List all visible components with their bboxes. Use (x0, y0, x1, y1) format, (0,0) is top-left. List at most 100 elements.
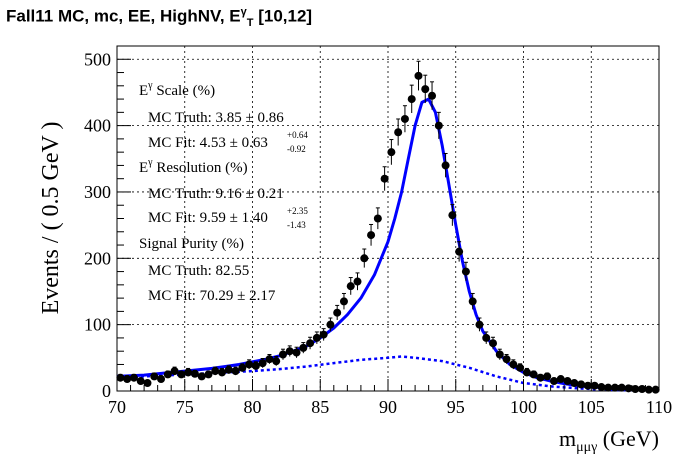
point-marker (644, 385, 653, 394)
point-marker (502, 355, 511, 364)
point-marker (150, 372, 159, 381)
data-point (617, 383, 626, 392)
point-marker (306, 339, 315, 348)
data-point (326, 317, 335, 332)
data-point (414, 60, 423, 91)
point-marker (197, 372, 206, 381)
data-point (536, 373, 545, 382)
point-marker (624, 384, 633, 393)
point-marker (448, 211, 457, 220)
data-point (238, 363, 247, 372)
data-point (448, 204, 457, 226)
point-marker (543, 372, 552, 381)
point-marker (529, 370, 538, 379)
data-point (461, 261, 470, 281)
data-point (421, 74, 430, 104)
point-marker (590, 381, 599, 390)
data-point (387, 139, 396, 165)
point-marker (339, 297, 348, 306)
data-point (367, 223, 376, 246)
res-fit: MC Fit: 9.59 ± 1.40 (148, 210, 268, 226)
point-marker (651, 385, 660, 394)
data-point (394, 118, 403, 146)
data-point (353, 272, 362, 291)
point-marker (373, 214, 382, 223)
purity-fit: MC Fit: 70.29 ± 2.17 (148, 288, 276, 304)
scale-header: Eγ Scale (%) (139, 80, 215, 99)
data-point (597, 383, 606, 392)
point-marker (509, 360, 518, 369)
res-fit-down: -1.43 (287, 220, 306, 230)
purity-header: Signal Purity (%) (139, 236, 244, 252)
point-marker (360, 254, 369, 263)
data-point (583, 381, 592, 390)
point-marker (631, 385, 640, 394)
data-point (292, 346, 301, 358)
point-marker (333, 308, 342, 317)
y-tick-label: 200 (84, 248, 111, 268)
point-marker (136, 377, 145, 386)
point-marker (238, 363, 247, 372)
data-point (143, 379, 152, 388)
point-marker (224, 365, 233, 374)
data-point (299, 342, 308, 354)
data-point (373, 207, 382, 230)
point-marker (516, 363, 525, 372)
point-marker (536, 373, 545, 382)
y-axis-label: Events / ( 0.5 GeV ) (38, 122, 64, 315)
axis-ticks (116, 58, 660, 392)
data-point (319, 328, 328, 341)
point-marker (387, 148, 396, 157)
point-marker (489, 339, 498, 348)
point-marker (455, 247, 464, 256)
point-marker (400, 114, 409, 123)
data-point (563, 377, 572, 386)
data-point (129, 373, 138, 382)
data-point (549, 377, 558, 386)
data-point (590, 381, 599, 390)
point-marker (251, 361, 260, 370)
data-point (516, 363, 525, 372)
point-marker (597, 383, 606, 392)
point-marker (319, 330, 328, 339)
grid-lines (116, 46, 660, 391)
point-marker (577, 380, 586, 389)
data-point (204, 370, 213, 379)
x-axis-label: mμμγ (GeV) (559, 426, 659, 455)
point-marker (163, 370, 172, 379)
data-point (570, 379, 579, 388)
data-point (556, 375, 565, 384)
data-point (272, 356, 281, 366)
point-marker (421, 85, 430, 94)
data-point (218, 367, 227, 377)
x-tick-label: 80 (244, 397, 262, 417)
data-point (482, 331, 491, 344)
data-point (502, 354, 511, 364)
data-point (278, 348, 287, 360)
x-tick-label: 110 (646, 397, 672, 417)
point-marker (407, 95, 416, 104)
data-point (638, 385, 647, 394)
point-marker (177, 370, 186, 379)
point-marker (434, 121, 443, 130)
scale-fit-down: -0.92 (287, 144, 306, 154)
data-point (177, 370, 186, 379)
point-marker (441, 161, 450, 170)
data-point (231, 366, 240, 376)
point-marker (522, 368, 531, 377)
data-point (333, 304, 342, 321)
point-marker (326, 320, 335, 329)
data-point (543, 372, 552, 381)
point-marker (272, 357, 281, 366)
data-point (651, 385, 660, 394)
res-header: Eγ Resolution (%) (139, 157, 248, 176)
data-point (455, 241, 464, 262)
data-point (285, 345, 294, 357)
data-point (604, 383, 613, 392)
data-point (157, 375, 166, 384)
data-point (434, 111, 443, 139)
x-tick-label: 85 (311, 397, 329, 417)
purity-truth: MC Truth: 82.55 (148, 263, 249, 279)
point-marker (190, 369, 199, 378)
point-marker (617, 383, 626, 392)
